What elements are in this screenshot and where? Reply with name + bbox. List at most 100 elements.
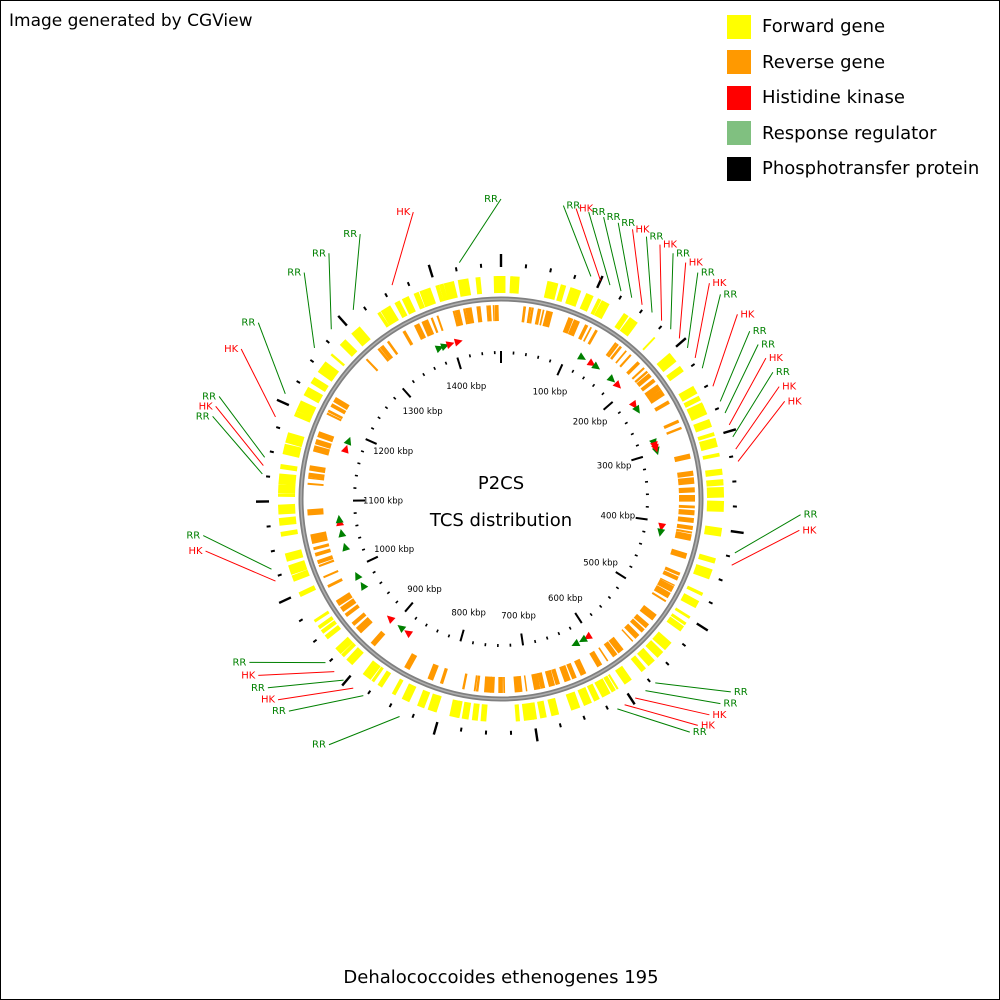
hk-marker: [404, 630, 414, 639]
outer-tick: [432, 721, 439, 735]
forward-gene: [698, 553, 716, 564]
legend-label: Response regulator: [762, 122, 937, 144]
forward-gene: [461, 701, 472, 720]
reverse-gene: [574, 658, 587, 676]
kbp-tick: [557, 631, 561, 636]
forward-gene: [371, 666, 384, 683]
reverse-gene: [463, 308, 469, 325]
hk-label: HK: [636, 224, 651, 235]
forward-gene: [341, 642, 356, 658]
rr-label: RR: [312, 248, 326, 259]
reverse-gene: [312, 445, 330, 456]
callout-leader: [277, 687, 354, 701]
kbp-label: 600 kbp: [548, 594, 583, 604]
forward-gene: [565, 691, 581, 711]
reverse-gene: [308, 477, 325, 481]
forward-gene: [298, 585, 317, 598]
rr-label: RR: [649, 232, 663, 243]
reverse-gene: [664, 566, 681, 576]
reverse-gene: [523, 675, 528, 692]
reverse-gene: [670, 548, 688, 559]
kbp-tick: [617, 411, 622, 415]
forward-gene: [303, 386, 324, 404]
forward-gene: [699, 437, 718, 452]
reverse-gene: [351, 612, 367, 626]
hk-label: HK: [712, 710, 727, 721]
forward-gene: [565, 287, 573, 304]
outer-tick: [329, 657, 334, 663]
hk-label: HK: [788, 396, 803, 407]
kbp-tick: [634, 554, 638, 557]
callout-leader: [728, 357, 767, 426]
reverse-gene: [537, 672, 546, 689]
reverse-gene: [528, 307, 534, 324]
callout-leader: [659, 244, 663, 321]
kbp-tick: [366, 555, 379, 563]
callout-leader: [303, 272, 315, 349]
kbp-tick: [456, 357, 462, 370]
kbp-tick: [471, 641, 475, 645]
kbp-tick: [589, 612, 593, 617]
reverse-gene: [605, 342, 617, 357]
reverse-gene: [475, 675, 481, 692]
kbp-tick: [638, 542, 643, 545]
kbp-tick: [395, 600, 399, 604]
kbp-tick: [433, 366, 437, 371]
kbp-tick: [422, 372, 426, 377]
reverse-gene: [327, 409, 344, 420]
kbp-label: 800 kbp: [451, 608, 486, 618]
reverse-gene: [323, 569, 339, 579]
outer-tick: [367, 690, 372, 695]
rr-marker: [343, 436, 352, 446]
kbp-tick: [365, 438, 378, 445]
forward-gene: [471, 703, 480, 721]
hk-label: HK: [188, 546, 203, 557]
outer-tick: [534, 728, 539, 742]
hk-label: HK: [261, 695, 276, 706]
callout-leader: [694, 283, 710, 359]
reverse-gene: [539, 309, 545, 326]
reverse-gene: [562, 317, 574, 334]
callout-leader: [212, 415, 263, 475]
callout-leader: [562, 205, 592, 277]
reverse-gene: [587, 329, 598, 345]
forward-gene: [278, 473, 297, 486]
legend-item-phosphotransfer-protein: Phosphotransfer protein: [727, 151, 979, 187]
reverse-gene: [421, 319, 435, 337]
reverse-gene: [316, 555, 334, 565]
reverse-gene: [674, 531, 692, 541]
forward-gene: [657, 353, 677, 373]
outer-tick: [276, 398, 290, 407]
rr-label: RR: [804, 510, 818, 521]
forward-gene: [674, 607, 691, 619]
reverse-gene: [355, 617, 373, 633]
legend-label: Histidine kinase: [762, 87, 905, 109]
forward-gene: [296, 400, 317, 418]
legend-item-forward-gene: Forward gene: [727, 9, 979, 45]
kbp-tick: [357, 462, 361, 465]
outer-tick: [658, 325, 663, 330]
forward-gene: [346, 647, 364, 666]
reverse-gene: [677, 477, 695, 486]
callout-leader: [732, 371, 774, 438]
reverse-gene: [490, 676, 495, 693]
forward-gene: [510, 276, 520, 294]
hk-label: HK: [769, 353, 784, 364]
kbp-tick: [571, 369, 575, 374]
reverse-gene: [307, 482, 324, 486]
reverse-gene: [492, 305, 495, 322]
outer-tick: [714, 407, 720, 411]
outer-tick: [312, 638, 318, 643]
forward-gene: [566, 287, 582, 307]
outer-tick: [596, 275, 604, 289]
reverse-gene: [436, 315, 444, 332]
reverse-gene: [621, 629, 634, 642]
legend-item-reverse-gene: Reverse gene: [727, 45, 979, 81]
organism-name: Dehalococcoides ethenogenes 195: [343, 967, 659, 988]
outer-tick: [675, 337, 687, 348]
outer-tick: [459, 727, 463, 732]
forward-gene: [324, 624, 342, 640]
rr-marker: [606, 374, 616, 383]
forward-gene: [652, 631, 672, 651]
